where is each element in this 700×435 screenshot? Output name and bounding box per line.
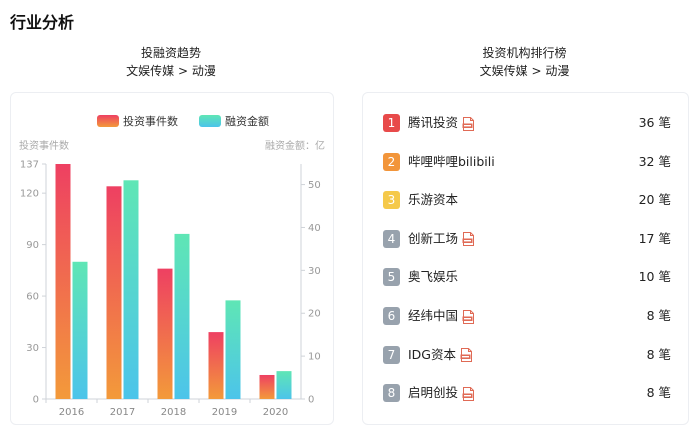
pdf-file-icon[interactable] [462, 232, 475, 247]
y-right-tick-label: 20 [308, 309, 321, 320]
ranking-row[interactable]: 7 IDG资本 8 笔 [383, 345, 671, 365]
y-right-tick-label: 40 [308, 223, 321, 234]
institution-name-link[interactable]: 经纬中国 [408, 307, 475, 325]
institution-name: 创新工场 [408, 230, 459, 246]
bar-investment-events-2016[interactable] [55, 164, 71, 399]
ranking-row[interactable]: 5 奥飞娱乐 10 笔 [383, 267, 671, 287]
institution-name: 启明创投 [408, 385, 459, 401]
x-tick-label: 2020 [263, 407, 288, 418]
rank-badge: 2 [383, 152, 400, 171]
y-left-tick-label: 0 [33, 395, 39, 406]
ranking-row[interactable]: 8 启明创投 8 笔 [383, 383, 671, 403]
investment-count: 32 笔 [638, 153, 671, 169]
ranking-card: 1 腾讯投资 36 笔 2 哔哩哔哩bilibili 32 笔 3 乐游资本 20 笔 4 创新工场… [362, 92, 689, 425]
trend-panel-header: 投融资趋势 文娱传媒 > 动漫 [10, 44, 332, 80]
rank-badge: 6 [383, 307, 400, 325]
investment-count: 8 笔 [646, 308, 671, 323]
trend-panel-subtitle: 文娱传媒 > 动漫 [126, 64, 216, 78]
pdf-file-icon[interactable] [462, 309, 475, 324]
bar-funding-amount-2020[interactable] [276, 371, 292, 399]
rank-badge: 5 [383, 268, 400, 287]
rank-badge: 8 [383, 384, 400, 403]
x-tick-label: 2018 [161, 407, 186, 418]
y-left-axis-title: 投资事件数 [19, 139, 69, 152]
y-right-tick-label: 30 [308, 266, 321, 277]
bar-investment-events-2020[interactable] [259, 374, 275, 399]
rank-badge: 3 [383, 191, 400, 210]
trend-panel-title: 投融资趋势 [140, 46, 201, 60]
investment-count: 10 笔 [638, 269, 671, 285]
institution-name: 经纬中国 [408, 308, 459, 323]
institution-name-link[interactable]: IDG资本 [408, 346, 473, 364]
pdf-file-icon[interactable] [462, 116, 475, 131]
ranking-panel-subtitle: 文娱传媒 > 动漫 [479, 64, 570, 78]
bar-funding-amount-2017[interactable] [123, 180, 139, 399]
rank-badge: 7 [383, 345, 400, 364]
investment-count: 8 笔 [646, 346, 671, 362]
institution-name: 乐游资本 [408, 192, 459, 208]
y-right-axis-title: 融资金额：亿 [265, 139, 325, 152]
y-left-tick-label: 60 [26, 292, 39, 303]
bar-funding-amount-2019[interactable] [225, 300, 241, 399]
legend-swatch-1 [97, 115, 119, 127]
legend-label-2: 融资金额 [225, 114, 269, 128]
investment-count: 36 笔 [638, 115, 671, 130]
legend-swatch-2 [199, 115, 221, 127]
institution-name: 奥飞娱乐 [408, 269, 459, 285]
bar-funding-amount-2016[interactable] [72, 261, 88, 399]
ranking-panel-title: 投资机构排行榜 [482, 46, 567, 60]
institution-name-link[interactable]: 启明创投 [408, 384, 475, 402]
ranking-panel-header: 投资机构排行榜 文娱传媒 > 动漫 [362, 44, 687, 80]
pdf-file-icon[interactable] [460, 348, 473, 363]
y-right-tick-label: 10 [308, 352, 321, 363]
investment-count: 20 笔 [638, 192, 671, 208]
institution-name-link[interactable]: 奥飞娱乐 [408, 268, 458, 286]
y-right-tick-label: 50 [308, 180, 321, 191]
institution-name-link[interactable]: 腾讯投资 [408, 114, 475, 132]
institution-name-link[interactable]: 创新工场 [408, 230, 475, 248]
pdf-file-icon[interactable] [462, 386, 475, 401]
page-title: 行业分析 [10, 13, 75, 32]
rank-badge: 4 [383, 229, 400, 248]
institution-name: 腾讯投资 [408, 115, 459, 130]
bar-investment-events-2019[interactable] [208, 332, 224, 399]
y-left-tick-label: 137 [20, 160, 39, 171]
institution-name-link[interactable]: 乐游资本 [408, 191, 458, 209]
bar-investment-events-2017[interactable] [106, 186, 122, 399]
ranking-row[interactable]: 1 腾讯投资 36 笔 [383, 113, 671, 133]
institution-name: 哔哩哔哩bilibili [408, 153, 495, 169]
x-tick-label: 2017 [110, 407, 135, 418]
rank-badge: 1 [383, 114, 400, 132]
y-right-tick-label: 0 [308, 395, 314, 406]
y-left-tick-label: 30 [26, 343, 39, 354]
bar-investment-events-2018[interactable] [157, 268, 173, 399]
ranking-row[interactable]: 3 乐游资本 20 笔 [383, 190, 671, 210]
trend-chart-card: 投资事件数 融资金额 投资事件数 融资金额：亿 0 30 60 90 120 137 0 10 20 30… [10, 92, 334, 425]
y-left-tick-label: 120 [20, 189, 39, 200]
legend-label-1: 投资事件数 [123, 114, 178, 128]
bar-funding-amount-2018[interactable] [174, 233, 190, 399]
x-tick-label: 2019 [212, 407, 237, 418]
ranking-row[interactable]: 4 创新工场 17 笔 [383, 229, 671, 249]
ranking-row[interactable]: 6 经纬中国 8 笔 [383, 306, 671, 326]
ranking-row[interactable]: 2 哔哩哔哩bilibili 32 笔 [383, 152, 671, 172]
investment-count: 17 笔 [638, 230, 671, 246]
institution-name-link[interactable]: 哔哩哔哩bilibili [408, 153, 495, 171]
investment-count: 8 笔 [646, 385, 671, 401]
institution-name: IDG资本 [408, 346, 456, 362]
y-left-tick-label: 90 [26, 240, 39, 251]
x-tick-label: 2016 [59, 407, 84, 418]
